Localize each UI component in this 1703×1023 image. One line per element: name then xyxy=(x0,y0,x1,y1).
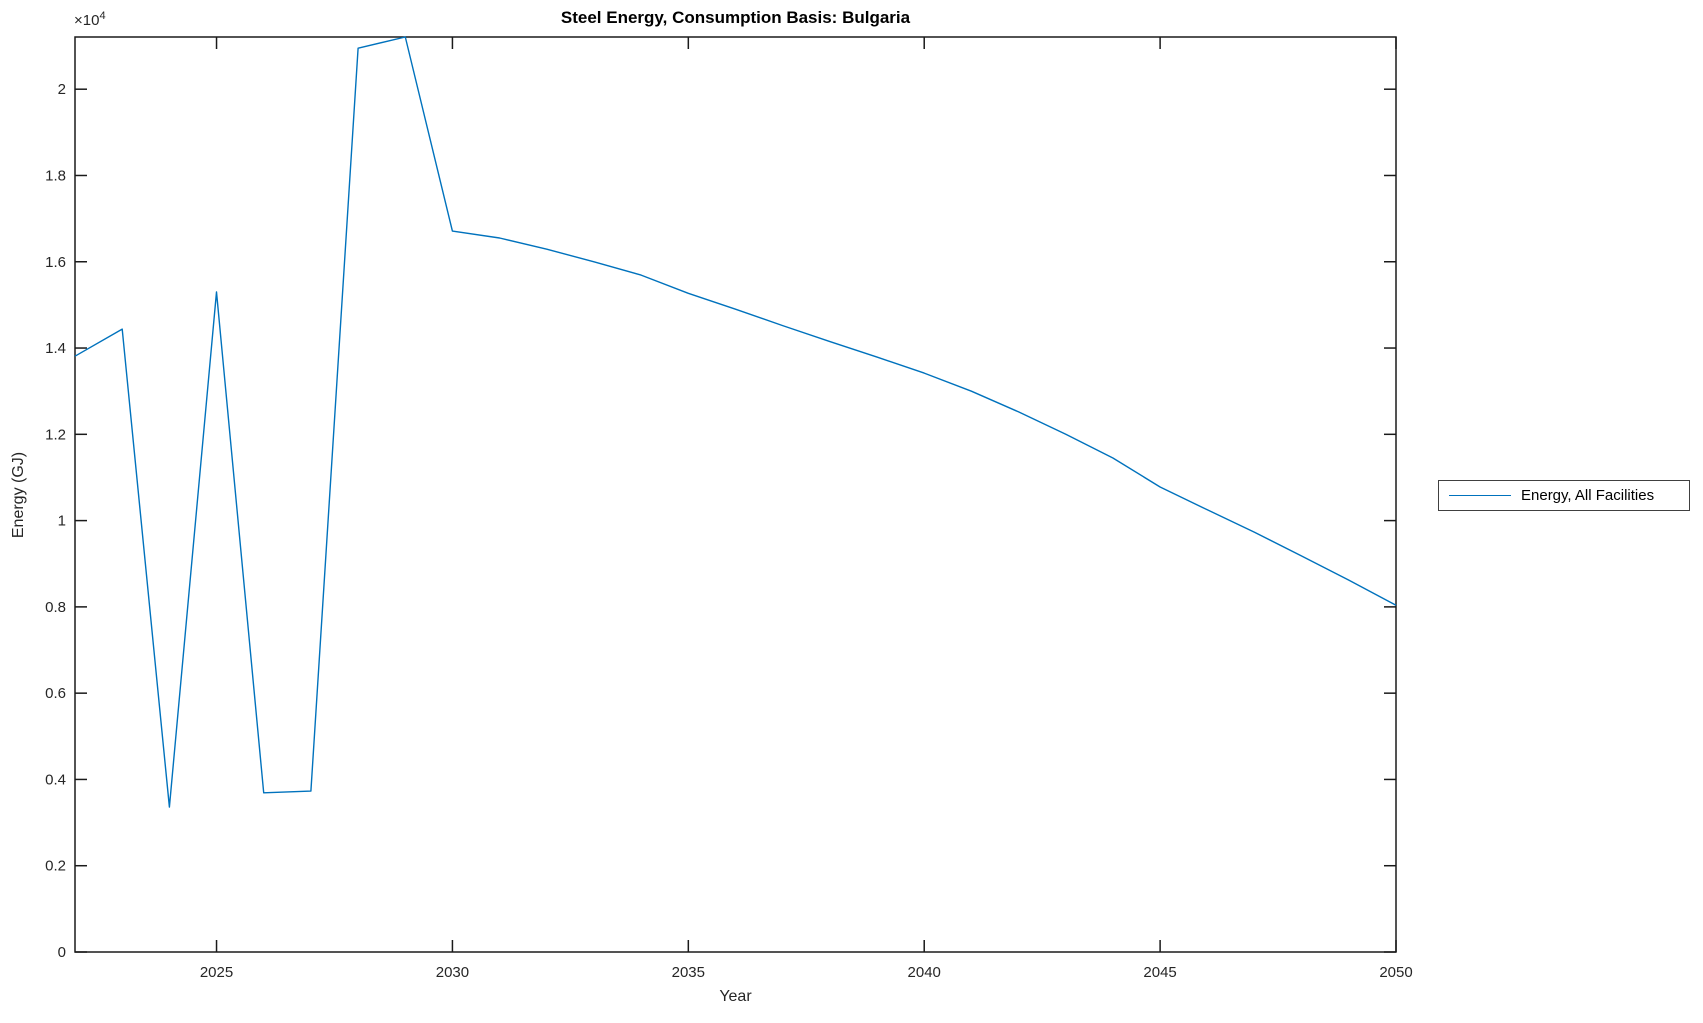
x-axis-label: Year xyxy=(719,988,752,1005)
y-tick-label: 1.8 xyxy=(45,167,66,184)
y-tick-label: 0.2 xyxy=(45,858,66,875)
y-axis-label: Energy (GJ) xyxy=(10,451,27,539)
y-tick-label: 1.6 xyxy=(45,254,66,271)
y-tick-label: 0.4 xyxy=(45,771,66,788)
y-axis-multiplier-exponent: 4 xyxy=(99,10,106,22)
legend-line-sample xyxy=(1449,495,1511,496)
x-tick-label: 2030 xyxy=(436,964,469,981)
y-tick-label: 0 xyxy=(58,944,66,961)
x-tick-label: 2025 xyxy=(200,964,233,981)
y-tick-label: 1 xyxy=(58,513,66,530)
y-axis-multiplier-base: ×10 xyxy=(74,12,100,29)
series-line xyxy=(74,36,1397,808)
x-tick-label: 2050 xyxy=(1379,964,1412,981)
y-tick-label: 0.8 xyxy=(45,599,66,616)
x-tick-label: 2045 xyxy=(1143,964,1176,981)
legend-entry-label: Energy, All Facilities xyxy=(1521,487,1655,504)
x-tick-label: 2035 xyxy=(672,964,705,981)
x-tick-label: 2040 xyxy=(908,964,941,981)
legend-box: Energy, All Facilities xyxy=(1438,480,1690,511)
y-tick-label: 1.4 xyxy=(45,340,66,357)
axis-box xyxy=(74,36,1397,953)
y-axis-multiplier: ×104 xyxy=(74,10,106,29)
y-tick-label: 1.2 xyxy=(45,426,66,443)
chart-title: Steel Energy, Consumption Basis: Bulgari… xyxy=(560,8,911,27)
y-tick-label: 0.6 xyxy=(45,685,66,702)
y-tick-label: 2 xyxy=(58,81,66,98)
